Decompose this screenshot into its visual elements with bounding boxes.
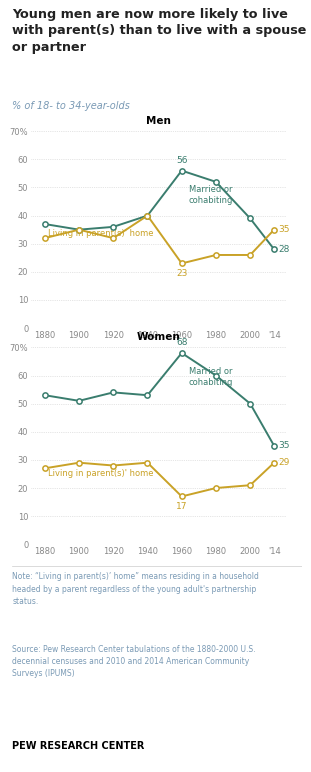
Text: PEW RESEARCH CENTER: PEW RESEARCH CENTER — [12, 741, 145, 750]
Text: Living in parent(s)' home: Living in parent(s)' home — [48, 229, 154, 239]
Text: Living in parent(s)' home: Living in parent(s)' home — [48, 469, 154, 479]
Text: Note: “Living in parent(s)’ home” means residing in a household
headed by a pare: Note: “Living in parent(s)’ home” means … — [12, 573, 259, 606]
Text: Young men are now more likely to live
with parent(s) than to live with a spouse
: Young men are now more likely to live wi… — [12, 8, 307, 54]
Text: % of 18- to 34-year-olds: % of 18- to 34-year-olds — [12, 100, 130, 110]
Text: Source: Pew Research Center tabulations of the 1880-2000 U.S.
decennial censuses: Source: Pew Research Center tabulations … — [12, 645, 256, 678]
Text: Married or
cohabiting: Married or cohabiting — [188, 185, 233, 205]
Text: 35: 35 — [278, 225, 290, 234]
Text: Married or
cohabiting: Married or cohabiting — [188, 367, 233, 388]
Text: Men: Men — [146, 117, 171, 127]
Text: 35: 35 — [278, 442, 290, 450]
Text: 28: 28 — [278, 245, 290, 254]
Text: 17: 17 — [176, 502, 188, 511]
Text: 56: 56 — [176, 156, 188, 165]
Text: Women: Women — [137, 333, 180, 343]
Text: 68: 68 — [176, 338, 188, 347]
Text: 23: 23 — [176, 269, 188, 278]
Text: 29: 29 — [278, 459, 290, 467]
